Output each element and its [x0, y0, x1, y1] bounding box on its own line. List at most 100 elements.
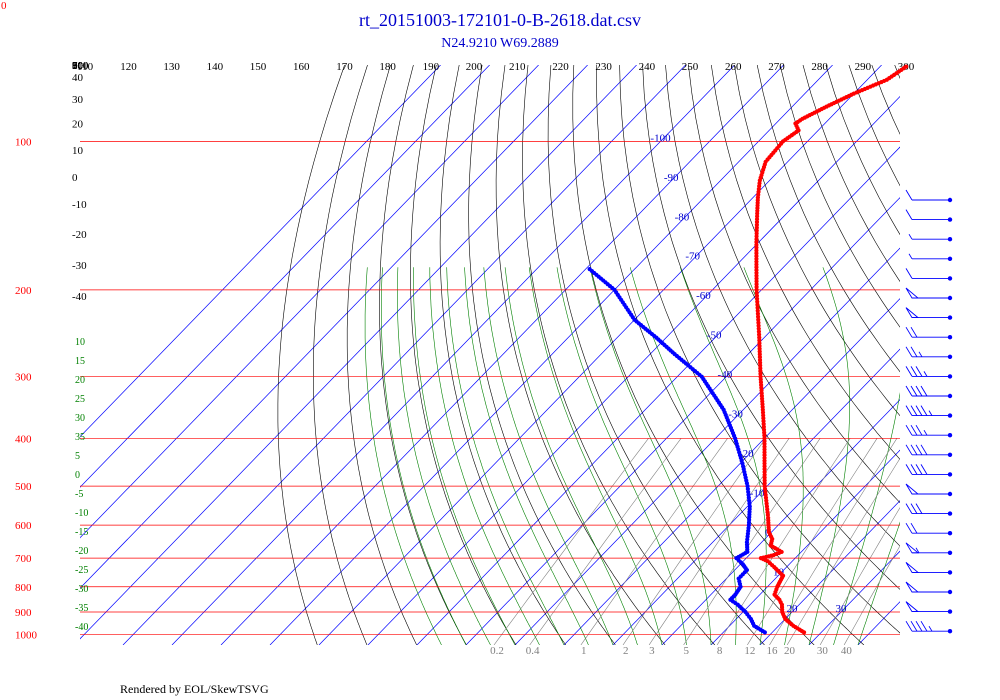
- temperature-profile-point: [754, 290, 759, 295]
- isotherm-line: [759, 500, 900, 645]
- wind-barb-full: [905, 189, 913, 201]
- theta-left-label: 60: [72, 60, 84, 72]
- wind-barb-full: [910, 620, 918, 632]
- theta-left-label: -10: [72, 199, 87, 211]
- wind-barb-full: [910, 405, 918, 416]
- temperature-profile-point: [756, 326, 761, 331]
- wind-barb: [905, 268, 953, 281]
- isotherm-label: -10: [750, 487, 765, 499]
- theta-top-label: 160: [293, 61, 310, 73]
- dry-adiabat-line: [986, 65, 1000, 645]
- dry-adiabat-line: [439, 65, 567, 645]
- theta-top-label: 130: [163, 61, 180, 73]
- isotherm-line: [80, 65, 539, 539]
- pressure-label: 700: [15, 553, 32, 565]
- moist-adiabat-label: 25: [75, 394, 85, 405]
- isotherm-line: [563, 298, 900, 645]
- theta-top-label: 180: [379, 61, 396, 73]
- wind-barb-half: [928, 410, 933, 416]
- theta-top-label: 290: [855, 61, 872, 73]
- temperature-profile-point: [756, 329, 762, 334]
- wind-barb: [905, 483, 953, 497]
- wind-barb-full: [905, 444, 913, 456]
- theta-left-label: 100: [72, 60, 89, 72]
- theta-left-label: 80: [72, 60, 84, 72]
- wind-barb: [908, 253, 953, 261]
- wind-barb: [905, 366, 953, 379]
- temperature-profile-point: [755, 302, 760, 307]
- dewpoint-profile: [587, 267, 767, 635]
- wind-barb-full: [910, 424, 918, 436]
- dry-adiabat-line: [468, 65, 616, 645]
- isotherm-line: [171, 65, 735, 645]
- wind-barb: [905, 620, 953, 634]
- isotherm-line: [514, 247, 900, 645]
- mixing-ratio-label: 3: [649, 645, 655, 657]
- wind-barb-full: [905, 268, 913, 279]
- dry-adiabat-line: [688, 65, 900, 504]
- moist-adiabat-line: [589, 267, 712, 645]
- mixing-ratio-line: [747, 438, 878, 645]
- wind-barb: [905, 424, 953, 438]
- wind-barb: [905, 189, 953, 203]
- moist-adiabat-label: 35: [75, 432, 85, 443]
- wind-barb-half: [908, 233, 913, 240]
- moist-adiabat-line: [808, 267, 851, 645]
- isotherm-line: [416, 146, 900, 645]
- mixing-ratio-label: 40: [841, 645, 853, 657]
- dry-adiabat-line: [312, 65, 368, 645]
- pressure-label: 200: [15, 285, 32, 297]
- isotherm-label: -80: [675, 211, 690, 223]
- corner-label: 0: [1, 0, 7, 12]
- wind-barb: [905, 209, 953, 222]
- dry-adiabat-line: [346, 65, 417, 645]
- theta-left-label: 20: [72, 119, 84, 131]
- dry-adiabat-line: [756, 65, 900, 373]
- theta-top-label: 240: [639, 61, 656, 73]
- theta-top-label: 190: [423, 61, 440, 73]
- mixing-ratio-line: [622, 438, 766, 645]
- moist-adiabat-line: [743, 267, 804, 645]
- wind-barb: [905, 307, 953, 320]
- mixing-ratio-label: 0.4: [526, 645, 540, 657]
- wind-barb: [905, 346, 953, 359]
- wind-barb-full: [905, 366, 913, 377]
- isotherm-line: [80, 65, 490, 488]
- isotherm-label: -90: [664, 172, 679, 184]
- isotherm-line: [269, 65, 833, 645]
- mixing-ratio-line: [683, 438, 821, 645]
- dry-adiabat-line: [711, 65, 900, 460]
- isotherm-line: [367, 96, 900, 645]
- wind-barb-full: [910, 346, 918, 358]
- isotherm-line: [220, 65, 784, 645]
- temperature-profile-point: [755, 305, 760, 310]
- isotherm-line: [661, 399, 900, 645]
- mixing-ratio-label: 5: [684, 645, 690, 657]
- dry-adiabat-line: [572, 65, 815, 645]
- dry-adiabat-line: [379, 65, 467, 645]
- wind-barb-full: [910, 326, 918, 338]
- moist-adiabat-line: [556, 267, 687, 645]
- wind-barb: [905, 444, 953, 457]
- wind-barb-flag: [905, 542, 920, 554]
- wind-barb: [905, 326, 953, 340]
- wind-barb-flag: [905, 562, 920, 573]
- wind-barb-full: [915, 385, 923, 397]
- mixing-ratio-line: [580, 438, 728, 645]
- wind-barb-flag: [905, 307, 920, 319]
- temperature-profile: [754, 64, 909, 635]
- theta-top-label: 270: [768, 61, 785, 73]
- temperature-profile-point: [754, 296, 760, 301]
- temperature-profile-point: [755, 311, 761, 316]
- moist-adiabat-label: -35: [75, 603, 88, 614]
- moist-adiabat-label: 10: [75, 337, 85, 348]
- wind-barb-full: [905, 385, 913, 397]
- wind-barb-full: [915, 464, 923, 475]
- moist-adiabat-line: [680, 267, 767, 645]
- theta-left-label: -40: [72, 291, 87, 303]
- theta-top-label: 230: [595, 61, 612, 73]
- theta-top-label: 140: [207, 61, 224, 73]
- wind-barb-full: [905, 424, 913, 436]
- wind-barb-full: [920, 444, 928, 456]
- temperature-profile-point: [755, 299, 760, 304]
